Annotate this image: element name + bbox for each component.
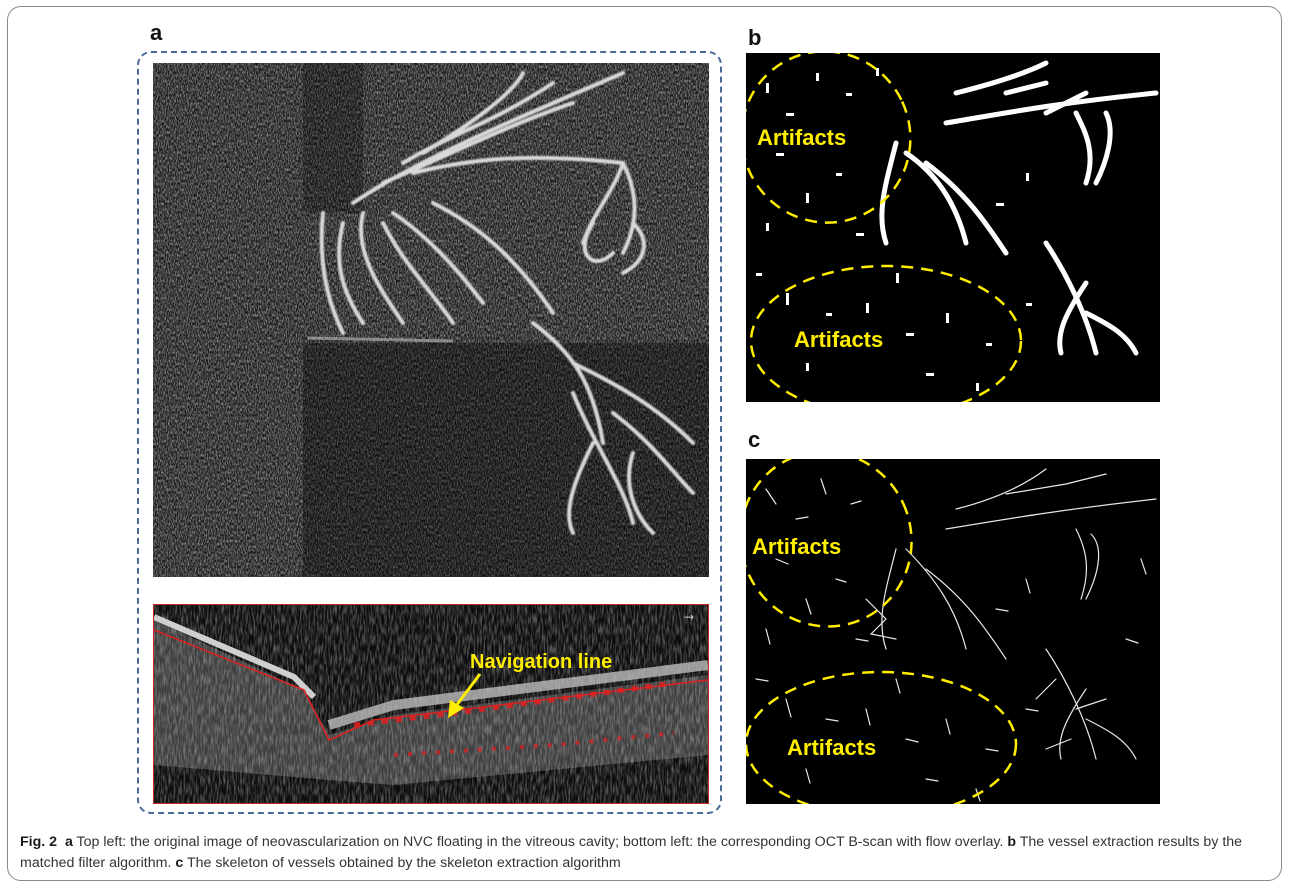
figure-frame bbox=[7, 6, 1282, 881]
vessel-skeleton-image bbox=[746, 459, 1160, 804]
caption-a-label: a bbox=[64, 834, 73, 850]
artifacts-label-b2: Artifacts bbox=[794, 327, 884, 352]
caption-c-text: The skeleton of vessels obtained by the … bbox=[186, 855, 621, 871]
navigation-arrow-icon bbox=[448, 673, 482, 718]
artifacts-label-c2: Artifacts bbox=[787, 735, 877, 760]
artifacts-label-c1: Artifacts bbox=[752, 534, 842, 559]
caption-c-label: c bbox=[175, 855, 184, 871]
caption-b-label: b bbox=[1007, 834, 1017, 850]
caption-b-text: The vessel extraction results by the mat… bbox=[20, 834, 1243, 871]
svg-text:→: → bbox=[684, 610, 694, 624]
artifacts-label-b1: Artifacts bbox=[757, 125, 847, 150]
vessel-extraction-image bbox=[746, 53, 1160, 402]
caption-a-text: Top left: the original image of neovascu… bbox=[76, 834, 1004, 850]
figure-caption: Fig. 2 a Top left: the original image of… bbox=[20, 832, 1270, 874]
oct-bscan-image: → bbox=[153, 604, 709, 804]
panel-label-a: a bbox=[150, 20, 163, 45]
panel-label-c: c bbox=[748, 427, 761, 452]
octa-enface-image bbox=[153, 63, 709, 577]
panel-a-dashed-box bbox=[137, 51, 722, 814]
panel-label-b: b bbox=[748, 25, 762, 50]
caption-fig-label: Fig. 2 bbox=[20, 834, 58, 850]
navigation-line-label: Navigation line bbox=[470, 651, 613, 673]
